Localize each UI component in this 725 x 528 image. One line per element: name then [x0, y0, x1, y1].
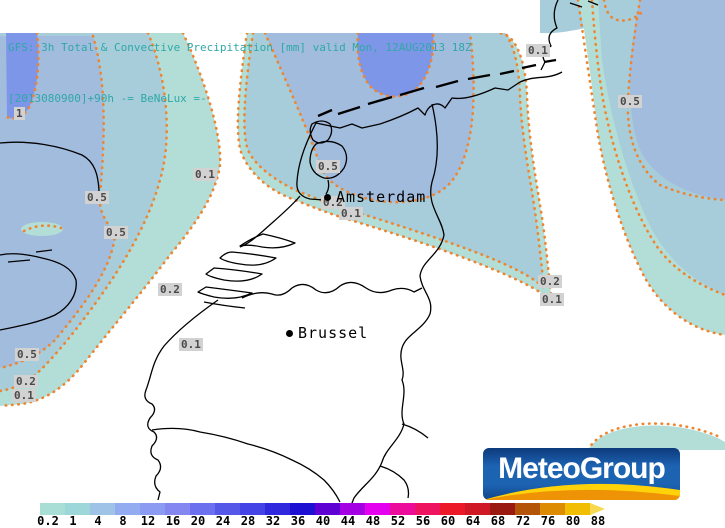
precip-patch-small [21, 222, 63, 236]
border-germany [349, 103, 445, 509]
coastline-zeeland [197, 233, 296, 309]
colorbar-tick: 24 [215, 514, 231, 528]
contour-label: 0.2 [538, 275, 562, 288]
city-dot [286, 330, 293, 337]
colorbar-segment [90, 503, 115, 515]
precip-band-1-left [6, 33, 39, 119]
colorbar-tick: 72 [515, 514, 531, 528]
colorbar-segment [190, 503, 215, 515]
precip-band-0.5-left [0, 36, 115, 368]
lake-ijsselmeer [309, 120, 348, 195]
contour-label: 0.1 [193, 168, 217, 181]
contour-label: 0.1 [526, 44, 550, 57]
colorbar-segment [165, 503, 190, 515]
colorbar-arrow [590, 503, 605, 515]
contour-label: 0.2 [158, 283, 182, 296]
colorbar-tick: 20 [190, 514, 206, 528]
colorbar-segment [290, 503, 315, 515]
colorbar-tick: 68 [490, 514, 506, 528]
coastline-continent [239, 71, 563, 248]
colorbar-tick: 1 [69, 514, 77, 528]
title-line-2: [2013080900]+90h -= BeNeLux =- [8, 92, 207, 105]
city-label: Amsterdam [336, 188, 427, 206]
colorbar-segment [390, 503, 415, 515]
colorbar-tick: 40 [315, 514, 331, 528]
wadden-islands [317, 58, 557, 118]
logo-text: MeteoGroup [498, 452, 666, 485]
contour-label: 0.5 [85, 191, 109, 204]
contour-label: 0.1 [339, 207, 363, 220]
logo-swoosh [483, 483, 680, 500]
colorbar-tick: 0.2 [37, 514, 59, 528]
border-belgium-netherlands [241, 281, 423, 299]
contour-label: 0.1 [179, 338, 203, 351]
border-belgium-france [151, 427, 341, 503]
colorbar-segment [65, 503, 90, 515]
coastline-belgium-france [144, 299, 219, 501]
contour-label: 0.5 [618, 95, 642, 108]
colorbar-tick: 4 [94, 514, 102, 528]
colorbar-tick: 52 [390, 514, 406, 528]
colorbar-tick: 12 [140, 514, 156, 528]
contour-label: 1 [14, 107, 25, 120]
city-label: Brussel [298, 324, 369, 342]
contour-label: 0.5 [316, 160, 340, 173]
colorbar-segment [40, 503, 65, 515]
colorbar-segment [365, 503, 390, 515]
colorbar-segment [490, 503, 515, 515]
precip-band-1-center [357, 33, 434, 97]
coastlines-and-borders [0, 0, 599, 509]
colorbar-segment [140, 503, 165, 515]
title-line-1: GFS: 3h Total & Convective Precipitation… [8, 41, 472, 54]
colorbar-tick: 28 [240, 514, 256, 528]
colorbar-tick: 8 [119, 514, 127, 528]
colorbar-segment [440, 503, 465, 515]
meteogroup-logo: MeteoGroup [483, 448, 680, 500]
logo-swoosh-orange [483, 489, 680, 500]
colorbar-segment [565, 503, 590, 515]
contour-lines [0, 0, 725, 452]
contour-label: 0.5 [104, 226, 128, 239]
precip-band-0.5-right [629, 0, 725, 200]
coastline-uk-thames [0, 141, 100, 201]
colorbar-segment [215, 503, 240, 515]
colorbar-segment [415, 503, 440, 515]
colorbar-tick: 56 [415, 514, 431, 528]
contour-label: 0.1 [540, 293, 564, 306]
colorbar-tick: 64 [465, 514, 481, 528]
city-dot [324, 194, 331, 201]
colorbar-segment [540, 503, 565, 515]
colorbar-tick: 16 [165, 514, 181, 528]
colorbar-segment [115, 503, 140, 515]
contour-label: 0.2 [14, 375, 38, 388]
contour-label: 0.1 [12, 389, 36, 402]
colorbar-tick: 76 [540, 514, 556, 528]
precip-patch-bottom-right [588, 425, 725, 450]
colorbar-segment [265, 503, 290, 515]
colorbar-tick: 36 [290, 514, 306, 528]
colorbar-segment [240, 503, 265, 515]
colorbar-tick: 88 [590, 514, 606, 528]
colorbar-segment [315, 503, 340, 515]
border-luxembourg [379, 423, 429, 499]
title-bar: GFS: 3h Total & Convective Precipitation… [0, 0, 540, 105]
contour-label: 0.5 [15, 348, 39, 361]
colorbar-segment [515, 503, 540, 515]
colorbar-ticks: 0.2 1 4 8 12 16 20 24 28 32 36 40 44 48 52 56 60 64 68 72 76… [37, 514, 660, 528]
colorbar [40, 503, 605, 515]
colorbar-tick: 44 [340, 514, 356, 528]
colorbar-segment [465, 503, 490, 515]
colorbar-tick: 32 [265, 514, 281, 528]
colorbar-tick: 60 [440, 514, 456, 528]
colorbar-tick: 48 [365, 514, 381, 528]
colorbar-tick: 80 [565, 514, 581, 528]
colorbar-segment [340, 503, 365, 515]
coastline-uk-kent [0, 253, 77, 331]
coastline-uk-islets [7, 249, 53, 263]
